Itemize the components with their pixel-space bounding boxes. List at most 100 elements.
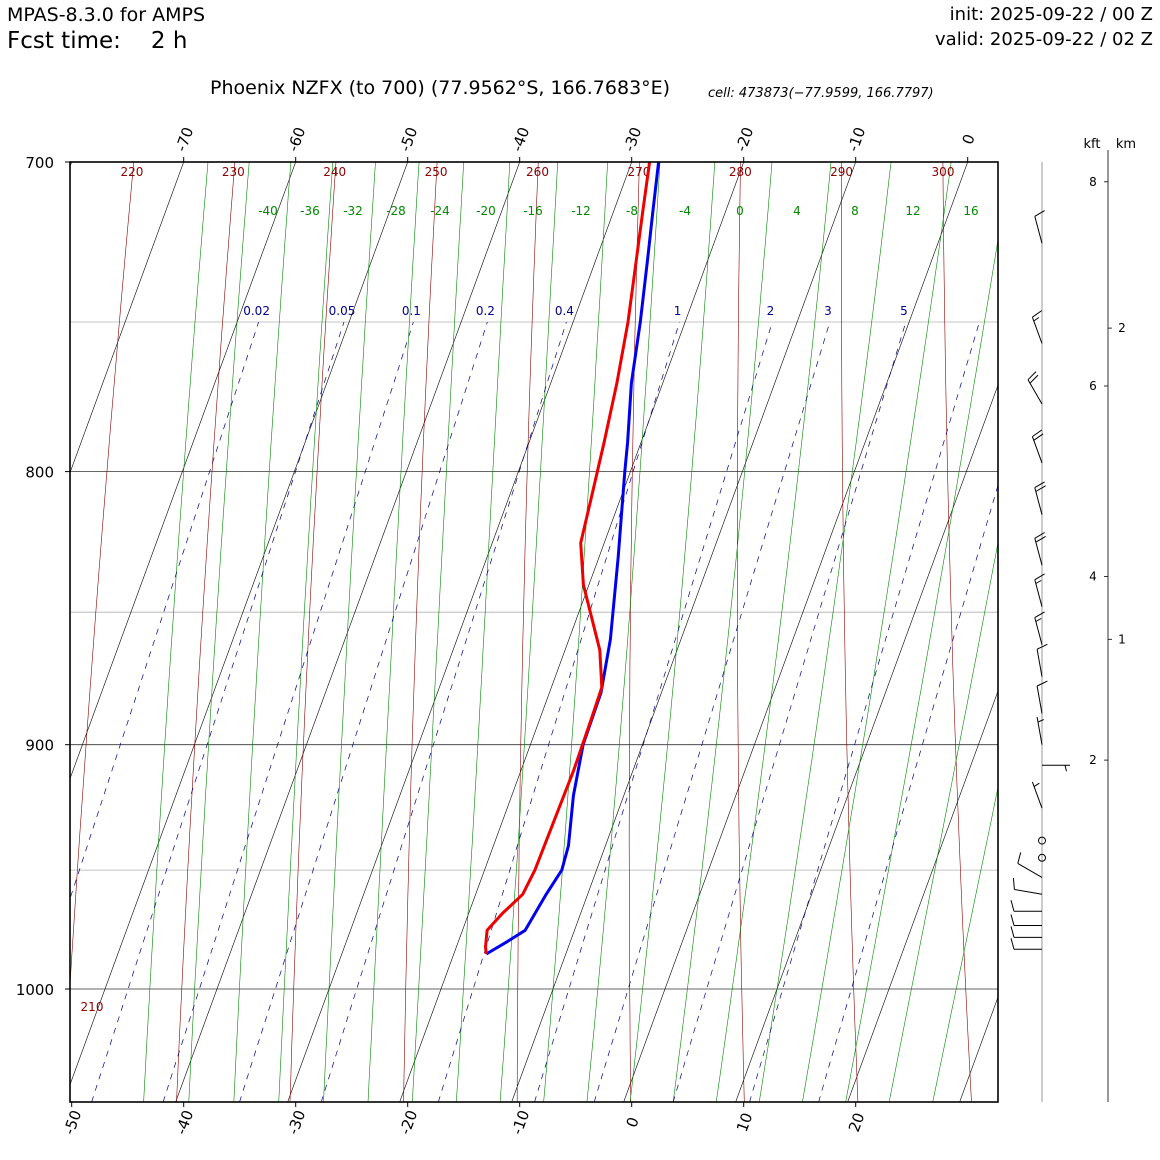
mixing-ratio-label: 0.1	[402, 304, 421, 318]
temperature-tick-label: 0	[959, 132, 979, 147]
temperature-tick-label: -20	[396, 1108, 421, 1137]
wind-barb	[1017, 852, 1043, 878]
dry-adiabat-label: 290	[830, 165, 853, 179]
barb-shaft	[1036, 649, 1043, 677]
isotherm-line	[70, 162, 184, 474]
isotherm-line	[1072, 129, 1160, 1103]
temperature-tick-label: -60	[284, 125, 309, 154]
wind-barb	[1010, 900, 1042, 912]
km-tick-label: 2	[1118, 321, 1126, 335]
barb-half	[1033, 782, 1040, 788]
barb-full	[1027, 371, 1037, 381]
temperature-tick-label: -50	[396, 125, 421, 154]
dry-adiabat-line	[1043, 129, 1085, 1103]
moist-adiabat-label: 16	[963, 204, 978, 218]
barb-shaft	[1034, 579, 1043, 607]
barb-full	[1032, 310, 1042, 318]
dry-adiabat-label: 250	[425, 165, 448, 179]
model-title: MPAS-8.3.0 for AMPS	[7, 4, 206, 26]
barb-shaft	[1027, 379, 1043, 405]
dry-adiabat-label: 240	[323, 165, 346, 179]
barb-full	[1034, 532, 1045, 539]
moist-adiabat-line	[888, 540, 998, 1102]
dry-adiabat-line	[516, 162, 539, 1102]
pressure-tick-label: 700	[25, 154, 54, 172]
mixing-ratio-line	[91, 321, 345, 1102]
moist-adiabat-line	[715, 162, 832, 1102]
wind-barb	[1038, 836, 1046, 845]
moist-adiabat-label: -28	[386, 204, 406, 218]
barb-full	[1036, 680, 1048, 687]
wind-barb	[1038, 853, 1046, 862]
moist-adiabat-line	[456, 162, 511, 1102]
background-lines	[70, 129, 1160, 1103]
kft-axis-label: kft	[1084, 137, 1101, 152]
barb-half	[1035, 618, 1042, 622]
dry-adiabat-line	[176, 162, 236, 1102]
mixing-ratio-line	[672, 321, 907, 1102]
mixing-ratio-label: 0.05	[329, 304, 356, 318]
pressure-tick-label: 900	[25, 737, 54, 755]
axes: 7008009001000-60-50-40-30-20-1001020-70-…	[16, 125, 979, 1137]
wind-barb	[1012, 878, 1043, 895]
temperature-tick-label: 20	[845, 1110, 868, 1134]
isotherm-line	[70, 162, 296, 780]
mixing-ratio-line	[162, 321, 414, 1102]
isotherm-line	[735, 384, 998, 1102]
barb-full	[1010, 900, 1015, 912]
barb-shaft	[1034, 538, 1043, 566]
dewpoint-profile	[485, 162, 661, 956]
mixing-ratio-line	[749, 321, 980, 1102]
barb-half	[1064, 765, 1067, 772]
dry-adiabat-label: 280	[729, 165, 752, 179]
profiles	[484, 162, 661, 956]
barb-shaft	[1031, 436, 1043, 464]
mixing-ratio-label: 1	[674, 304, 682, 318]
dry-adiabat-label: 300	[932, 165, 955, 179]
mixing-ratio-label: 5	[900, 304, 908, 318]
moist-adiabat-line	[586, 162, 661, 1102]
mixing-ratio-line	[320, 321, 567, 1102]
wind-barb	[1027, 371, 1043, 405]
dry-adiabat-label: 220	[120, 165, 143, 179]
temperature-tick-label: -30	[284, 1108, 309, 1137]
temperature-tick-label: -40	[172, 1108, 197, 1137]
barb-full	[1017, 852, 1022, 864]
forecast-time: Fcst time: 2 h	[7, 28, 187, 54]
pressure-tick-label: 1000	[16, 981, 54, 999]
moist-adiabat-label: -20	[476, 204, 496, 218]
dry-adiabat-label: 270	[627, 165, 650, 179]
temperature-tick-label: -20	[732, 125, 757, 154]
moist-adiabat-label: -4	[679, 204, 691, 218]
kft-tick-label: 2	[1089, 753, 1097, 767]
height-axes: kft km 8 6 4 2 2 1	[1084, 137, 1136, 1102]
moist-adiabat-line	[233, 162, 292, 1102]
moist-adiabat-line	[143, 162, 209, 1102]
temperature-tick-label: -40	[508, 125, 533, 154]
wind-barb	[1036, 717, 1044, 745]
dry-adiabat-label: 230	[222, 165, 245, 179]
cell-subtitle: cell: 473873(−77.9599, 166.7797)	[708, 86, 934, 101]
barb-full	[1010, 926, 1015, 938]
plot-frame	[69, 161, 999, 1103]
dry-adiabat-line	[70, 162, 135, 990]
temperature-tick-label: 0	[623, 1115, 643, 1130]
wind-barb	[1042, 764, 1070, 772]
moist-adiabat-line	[543, 162, 609, 1102]
moist-adiabat-line	[758, 162, 892, 1102]
wind-barb	[1034, 532, 1046, 566]
dry-adiabat-line	[841, 162, 859, 1102]
barb-full	[1029, 374, 1039, 384]
barb-full	[1010, 914, 1015, 926]
barb-full	[1035, 485, 1046, 492]
barb-shaft	[1031, 781, 1043, 809]
moist-adiabat-label: 8	[851, 204, 859, 218]
mixing-ratio-line	[239, 321, 488, 1102]
barb-full	[1033, 433, 1044, 441]
barb-full	[1035, 535, 1046, 543]
wind-barb	[1034, 481, 1046, 515]
dry-adiabat-line	[289, 162, 337, 1102]
moist-adiabat-label: 12	[905, 204, 920, 218]
moist-adiabat-line	[323, 162, 376, 1102]
calm-circle	[1038, 853, 1046, 862]
